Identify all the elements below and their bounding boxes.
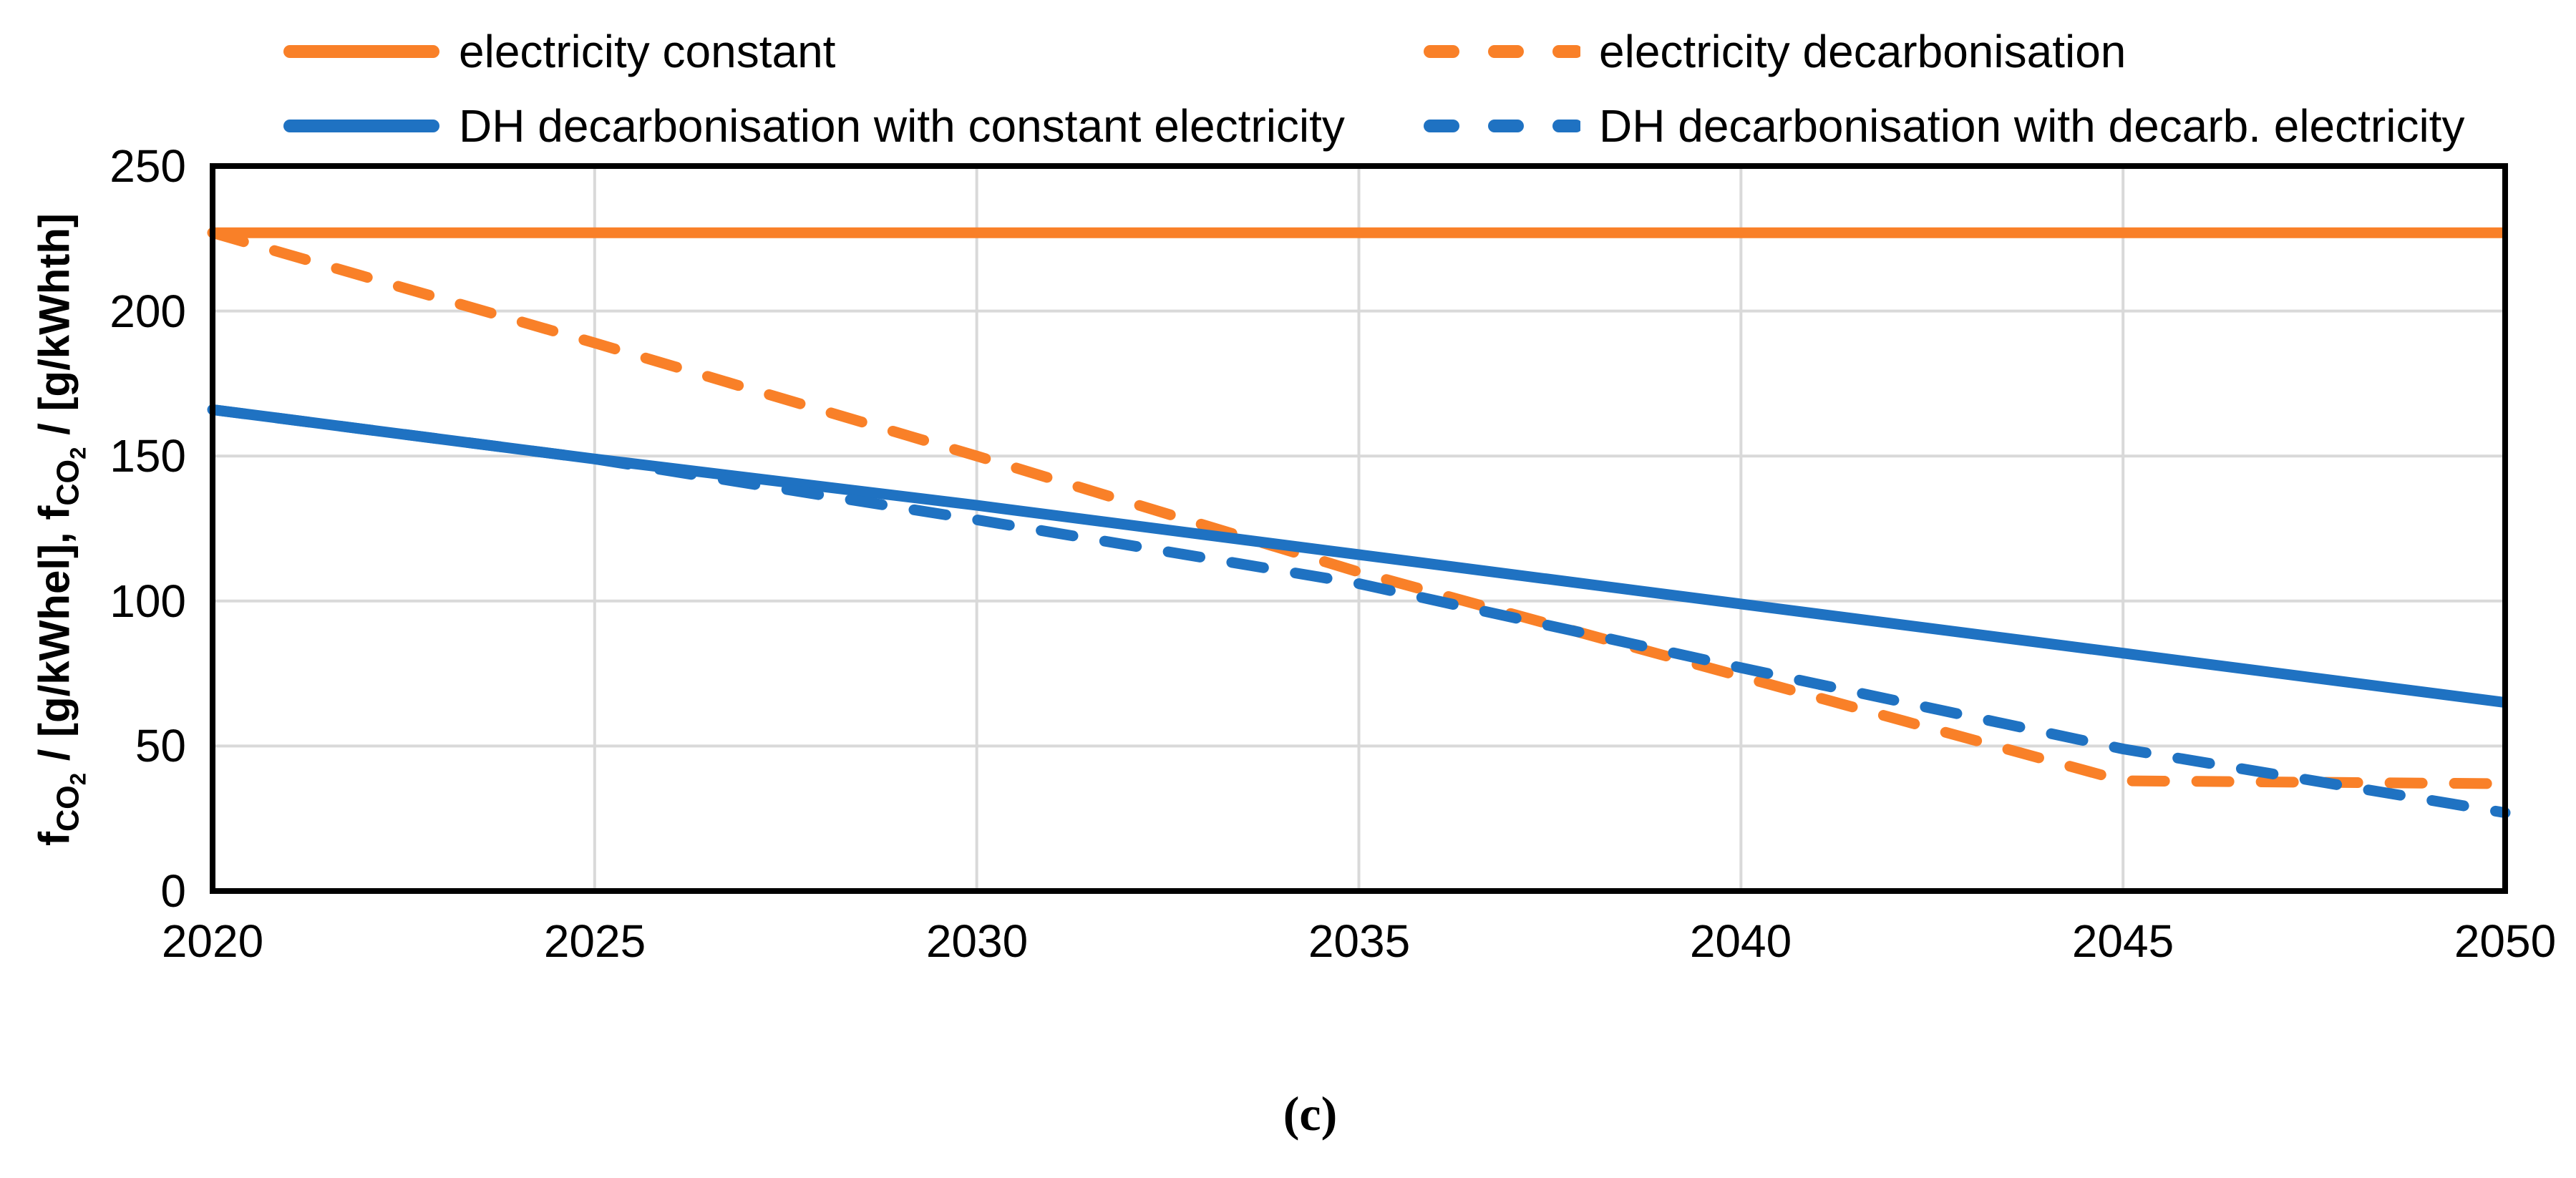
x-tick-label-2025: 2025 [543,915,646,967]
legend-item-dh-decarbonisation-constant-electricity: DH decarbonisation with constant electri… [283,100,1345,152]
y-axis-title-sub1b: 2 [65,772,91,786]
legend-line-solid-blue-icon [283,120,439,132]
y-axis-title-sub2b: 2 [65,447,91,459]
x-tick-label-2030: 2030 [925,915,1029,967]
figure-caption: (c) [1283,1086,1338,1141]
y-tick-label-50: 50 [135,720,186,771]
y-axis-title-end: / [g/kWhth] [30,213,79,447]
y-axis-title-f2: f [30,505,79,520]
x-tick-label-2020: 2020 [161,915,264,967]
legend-label-dh-decarbonisation-decarb-electricity: DH decarbonisation with decarb. electric… [1599,100,2465,152]
legend-item-electricity-decarbonisation: electricity decarbonisation [1423,26,2126,77]
x-tick-label-2045: 2045 [2071,915,2174,967]
legend-item-dh-decarbonisation-decarb-electricity: DH decarbonisation with decarb. electric… [1423,100,2464,152]
y-tick-label-100: 100 [110,575,186,627]
y-axis-title-sub1: CO [51,785,86,832]
y-axis-title: fCO2 / [g/kWhel], fCO2 / [g/kWhth] [30,213,91,847]
legend-label-dh-decarbonisation-constant-electricity: DH decarbonisation with constant electri… [459,100,1345,152]
y-axis-title-sub2: CO [51,459,86,506]
legend-item-electricity-constant: electricity constant [283,26,835,77]
legend-label-electricity-decarbonisation: electricity decarbonisation [1599,26,2127,77]
legend-line-dashed-orange-icon [1424,45,1580,58]
x-tick-label-2040: 2040 [1689,915,1792,967]
y-tick-label-250: 250 [110,140,186,192]
x-tick-label-2050: 2050 [2454,915,2557,967]
legend-label-electricity-constant: electricity constant [459,26,836,77]
y-axis-title-mid: / [g/kWhel], [30,520,79,773]
y-tick-label-150: 150 [110,430,186,482]
y-axis-title-f1: f [30,832,79,847]
x-tick-label-2035: 2035 [1308,915,1411,967]
y-tick-label-200: 200 [110,286,186,337]
legend-line-dashed-blue-icon [1424,120,1580,132]
y-tick-label-0: 0 [160,865,186,917]
legend-line-solid-orange-icon [283,45,439,58]
